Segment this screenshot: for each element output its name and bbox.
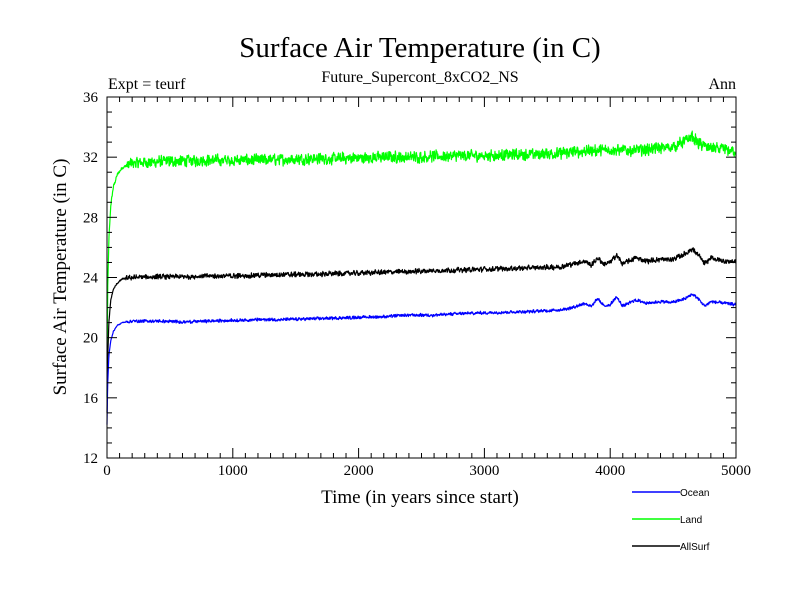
x-axis-label: Time (in years since start) <box>321 487 519 508</box>
x-tick-label: 5000 <box>721 463 751 479</box>
x-tick-label: 3000 <box>469 463 499 479</box>
series-line-land <box>106 130 737 398</box>
series-line-ocean <box>106 293 737 425</box>
experiment-label: Expt = teurf <box>108 76 186 93</box>
chart-title: Surface Air Temperature (in C) <box>239 32 600 64</box>
y-tick-label: 36 <box>83 90 99 106</box>
x-tick-label: 4000 <box>595 463 625 479</box>
y-tick-label: 28 <box>83 210 98 226</box>
x-tick-label: 1000 <box>218 463 248 479</box>
x-tick-label: 0 <box>103 463 111 479</box>
y-tick-label: 24 <box>83 271 99 287</box>
legend: Ocean Land AllSurf <box>632 488 710 553</box>
period-label: Ann <box>708 76 736 93</box>
legend-label: Land <box>680 515 702 526</box>
y-axis-label: Surface Air Temperature (in C) <box>50 159 71 396</box>
legend-label: AllSurf <box>680 542 710 553</box>
y-tick-label: 16 <box>83 391 99 407</box>
data-lines <box>106 130 737 425</box>
series-line-allsurf <box>106 247 737 413</box>
chart-subtitle: Future_Supercont_8xCO2_NS <box>321 69 518 86</box>
legend-label: Ocean <box>680 488 709 499</box>
x-tick-label: 2000 <box>344 463 374 479</box>
y-tick-label: 32 <box>83 150 98 166</box>
y-tick-label: 12 <box>83 451 98 467</box>
axis-ticks: 0 1000 2000 3000 4000 5000 12 16 20 24 28 32 36 <box>83 90 751 479</box>
y-tick-label: 20 <box>83 331 98 347</box>
